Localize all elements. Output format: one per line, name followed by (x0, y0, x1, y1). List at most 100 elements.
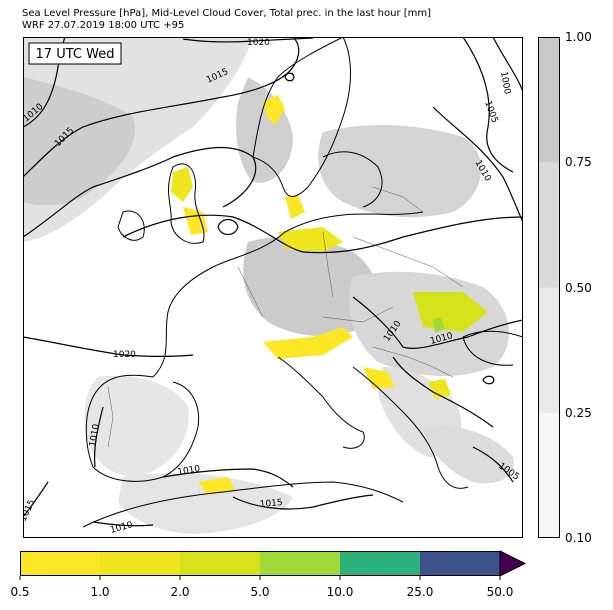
precip-colorbar-bands (20, 551, 500, 576)
precip-area-scotland (171, 167, 193, 202)
coastline-iberia (85, 374, 200, 482)
cloud-colorbar-band (538, 37, 560, 163)
time-box-frame (28, 42, 122, 65)
isobar-1010-balkans (392, 356, 494, 428)
isobar-1015-british (23, 147, 257, 238)
isobar-low-center-north-sea (217, 218, 239, 236)
precip-colorbar-ticks (19, 576, 501, 580)
border-balkans (372, 346, 454, 378)
precip-area-balkans-core (433, 317, 445, 333)
cloud-colorbar-tick-label: 0.25 (565, 406, 592, 420)
isobar-1005-southeast (472, 446, 514, 483)
isobar-1020-west (23, 336, 194, 358)
time-box-label: 17 UTC Wed (36, 47, 115, 62)
chart-title-line2: WRF 27.07.2019 18:00 UTC +95 (22, 20, 185, 31)
isobar-label: 1010 (88, 423, 102, 448)
cloud-cover-colorbar (538, 37, 560, 538)
precip-area-balkans-north (413, 292, 488, 332)
cloud-area-iberia (84, 375, 189, 477)
cloud-colorbar-frame (538, 37, 560, 538)
isobar-label: 1020 (247, 38, 270, 48)
precip-area-scandinavia (263, 95, 285, 125)
precip-area-greece (428, 379, 451, 399)
cloud-colorbar-tick-label: 0.10 (565, 531, 592, 545)
cloud-area-north-atlantic-dense (23, 77, 135, 206)
precipitation-layer (171, 95, 488, 495)
cloud-area-greece-east (423, 425, 514, 484)
border-baltic-states (372, 186, 424, 213)
border-layer (107, 186, 464, 448)
isobar-label: 1020 (113, 350, 136, 360)
coastline-black-sea (462, 330, 523, 366)
isobar-1010-iberia (93, 406, 104, 468)
cloud-area-russia (318, 125, 482, 218)
precip-colorbar-tick-label: 25.0 (406, 585, 434, 599)
precip-colorbar-tick-label: 1.0 (90, 585, 110, 599)
precip-colorbar-tick-label: 10.0 (326, 585, 354, 599)
coastline-ireland (117, 210, 145, 241)
cloud-area-central-europe (243, 236, 377, 337)
precip-area-adriatic (363, 367, 395, 389)
precip-colorbar-extend-arrow (499, 550, 527, 577)
isobar-label: 1015 (259, 498, 283, 510)
precip-colorbar-tick-label: 0.5 (10, 585, 30, 599)
coastline-north-africa (82, 481, 404, 528)
precip-colorbar-tick-label: 2.0 (170, 585, 190, 599)
precip-colorbar-band (100, 551, 180, 576)
isobar-1010-eastern-europe (352, 296, 523, 349)
border-germany-poland (322, 231, 334, 298)
precip-area-denmark (285, 195, 305, 219)
isobar-label: 1010 (177, 464, 202, 478)
precip-colorbar-tick-label: 5.0 (250, 585, 270, 599)
isobar-1010-east (432, 106, 523, 223)
cloud-colorbar-tick-label: 1.00 (565, 30, 592, 44)
border-austria-hungary (322, 306, 394, 323)
isobar-1005-east (462, 37, 514, 173)
coastline-france-biscay (152, 266, 214, 378)
precip-colorbar-band (420, 551, 500, 576)
cloud-colorbar-band (538, 162, 560, 288)
isobar-1015-central (122, 214, 523, 254)
cloud-colorbar-tick-label: 0.75 (565, 155, 592, 169)
coastline-continent-north (212, 211, 424, 268)
isobar-1015-north-atlantic (23, 37, 300, 178)
coastline-britain (168, 163, 205, 244)
precipitation-colorbar (19, 550, 527, 580)
precip-colorbar-band (260, 551, 340, 576)
precip-colorbar-frame (20, 551, 501, 576)
isobar-label: 1000 (498, 71, 512, 96)
precip-area-north-africa (198, 477, 235, 495)
precip-colorbar-band (180, 551, 260, 576)
cloud-area-north-africa (118, 473, 293, 534)
chart-title-line1: Sea Level Pressure [hPa], Mid-Level Clou… (22, 8, 432, 19)
isobar-1015-southwest (23, 481, 49, 518)
isobar-small-loop-balkans (482, 375, 495, 385)
cloud-colorbar-bands (538, 37, 560, 538)
isobar-layer (23, 37, 523, 527)
time-box: 17 UTC Wed (28, 42, 122, 65)
precip-colorbar-tick-label: 50.0 (486, 585, 514, 599)
map-frame (23, 37, 523, 538)
precip-area-germany-north (278, 227, 343, 252)
precip-area-alps (263, 327, 353, 359)
border-spain-portugal (107, 386, 114, 448)
cloud-colorbar-tick-label: 0.50 (565, 281, 592, 295)
precip-colorbar-band (340, 551, 420, 576)
cloud-colorbar-band (538, 412, 560, 538)
coastline-baltic (322, 151, 383, 208)
cloud-colorbar-band (538, 287, 560, 413)
coastline-scandinavia (252, 37, 351, 197)
coastline-italy (277, 356, 365, 449)
isobar-small-loop-scandinavia (284, 72, 295, 82)
coastline-layer (82, 37, 523, 528)
isobar-1000-east (492, 37, 523, 93)
border-eastern-europe (352, 236, 464, 288)
isobar-1010-africa (162, 468, 294, 488)
coastline-balkans (352, 366, 469, 489)
weather-map: 1020 1015 1010 1015 1000 1005 1010 1020 … (23, 37, 523, 538)
border-france-germany (237, 266, 264, 318)
isobar-1015-africa (232, 494, 374, 510)
precip-area-england (183, 207, 208, 235)
precip-colorbar-band (20, 551, 100, 576)
isobar-1010-southwest (92, 521, 154, 527)
